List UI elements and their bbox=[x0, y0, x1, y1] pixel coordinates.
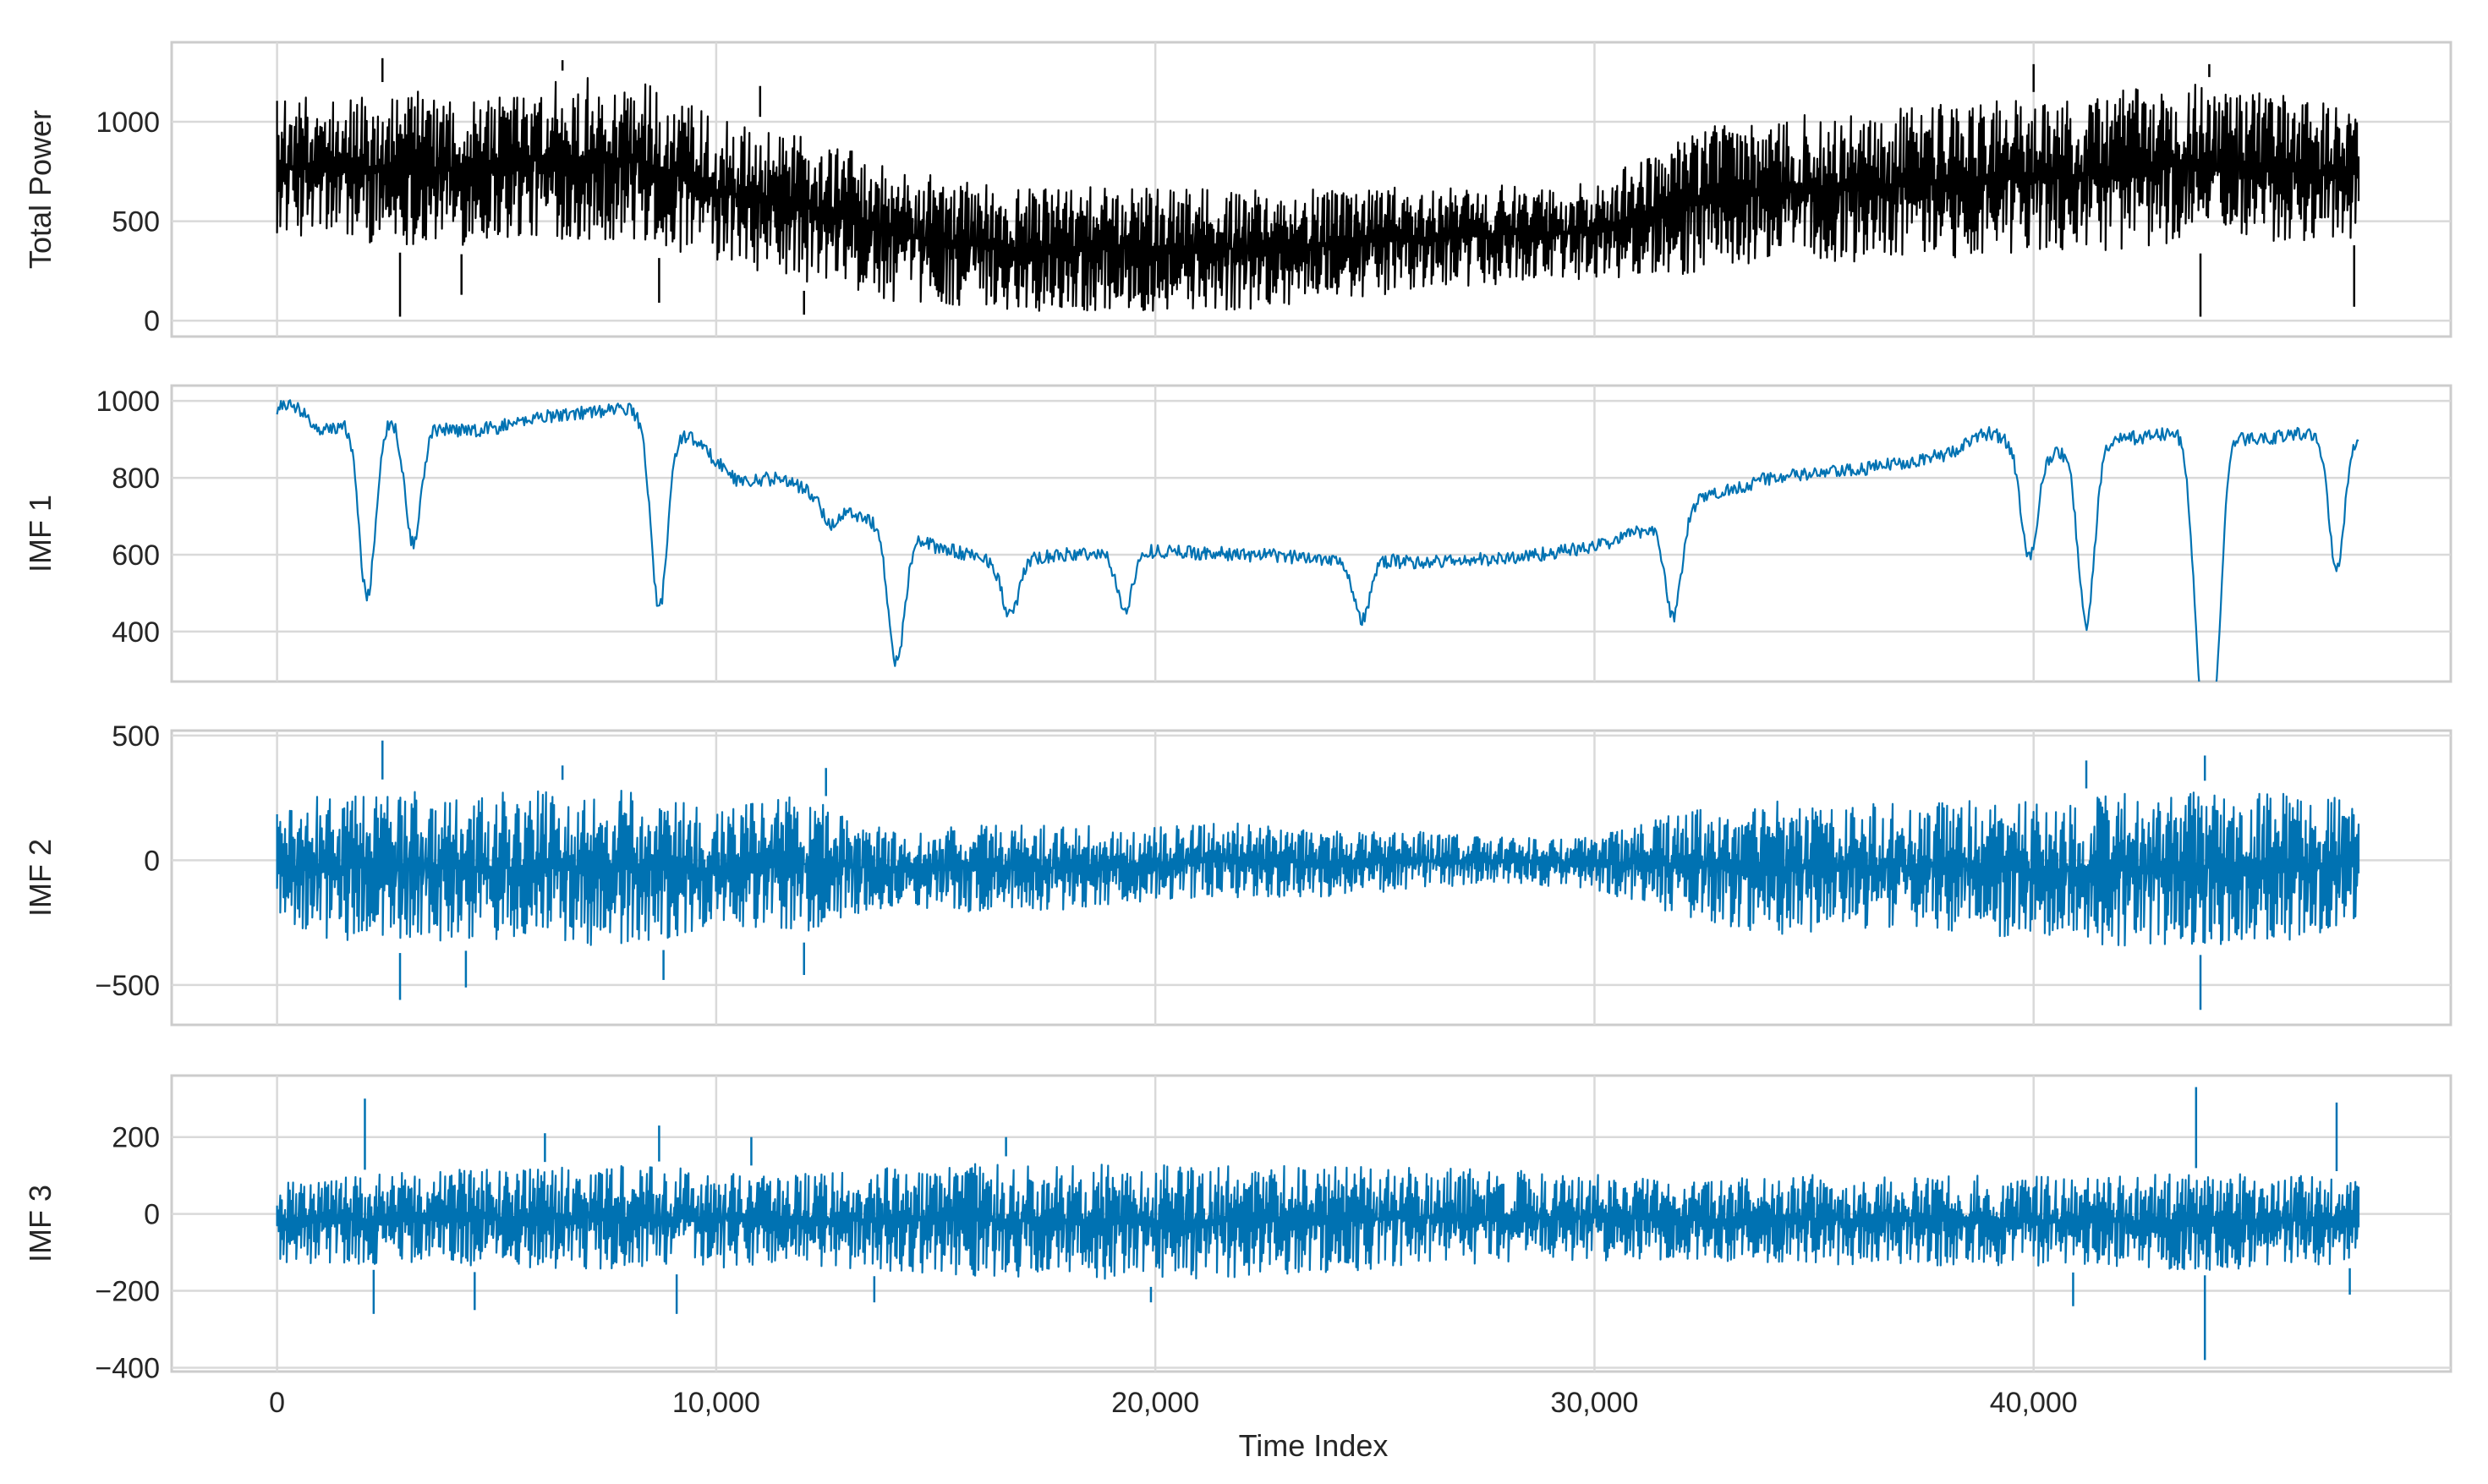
y-tick-label: 500 bbox=[112, 720, 160, 753]
y-axis-label: Total Power bbox=[23, 110, 58, 269]
x-tick-label: 40,000 bbox=[1990, 1387, 2078, 1419]
series-line bbox=[276, 790, 2360, 947]
y-tick-label: 0 bbox=[144, 305, 160, 337]
y-tick-label: 1000 bbox=[96, 107, 160, 139]
x-axis-label: Time Index bbox=[1239, 1428, 1389, 1463]
subplot-4: 0 10,000 20,000 30,000 40,000 −400 −200 0 200 IMF… bbox=[23, 1074, 2452, 1419]
y-tick-label: 200 bbox=[112, 1122, 160, 1154]
plot-area bbox=[170, 384, 2452, 683]
x-tick-label: 0 bbox=[269, 1387, 285, 1419]
series-line bbox=[276, 77, 2360, 312]
y-tick-label: 500 bbox=[112, 206, 160, 238]
y-tick-label: 1000 bbox=[96, 386, 160, 418]
y-tick-label: 0 bbox=[144, 845, 160, 877]
subplots: 0 500 1000 Total Power 400 600 800 1000 IMF 1 −50… bbox=[23, 41, 2452, 1419]
y-tick-label: −500 bbox=[95, 970, 160, 1002]
y-tick-label: −400 bbox=[95, 1352, 160, 1384]
y-axis-label: IMF 1 bbox=[23, 495, 58, 572]
y-tick-label: 600 bbox=[112, 539, 160, 572]
series-line bbox=[276, 1163, 2360, 1280]
y-axis-label: IMF 3 bbox=[23, 1185, 58, 1262]
y-tick-label: 0 bbox=[144, 1199, 160, 1231]
x-tick-label: 20,000 bbox=[1111, 1387, 1199, 1419]
y-tick-label: −200 bbox=[95, 1276, 160, 1308]
y-axis-label: IMF 2 bbox=[23, 839, 58, 917]
subplot-1: 0 500 1000 Total Power bbox=[23, 41, 2452, 338]
series-line bbox=[276, 399, 2359, 682]
subplot-3: −500 0 500 IMF 2 bbox=[23, 720, 2452, 1027]
y-tick-label: 800 bbox=[112, 463, 160, 495]
x-tick-label: 10,000 bbox=[672, 1387, 760, 1419]
y-tick-label: 400 bbox=[112, 616, 160, 649]
x-tick-label: 30,000 bbox=[1550, 1387, 1638, 1419]
subplot-2: 400 600 800 1000 IMF 1 bbox=[23, 384, 2452, 683]
